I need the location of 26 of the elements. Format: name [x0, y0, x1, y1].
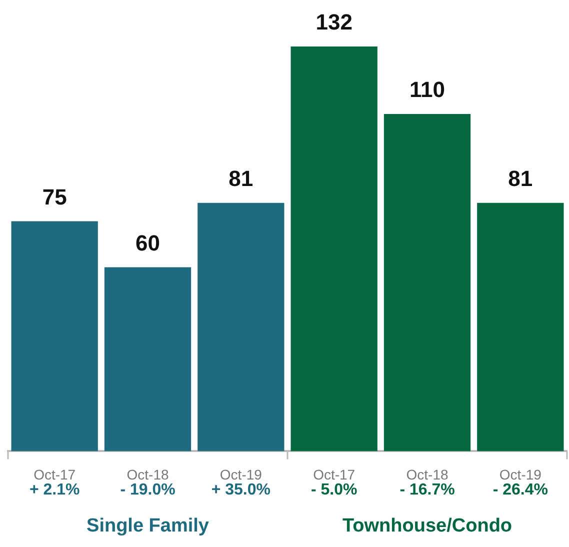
data-label: 132	[316, 10, 352, 35]
data-label: 60	[136, 230, 160, 256]
data-label: 75	[42, 184, 67, 210]
text: + 35.0%	[211, 482, 270, 499]
bar	[384, 114, 471, 452]
data-label: 81	[508, 166, 533, 191]
text: - 19.0%	[120, 482, 176, 499]
bar	[198, 202, 284, 452]
data-label: 81	[228, 166, 254, 191]
x-tick-label: Oct-17	[34, 466, 76, 482]
x-tick-label: Oct-17	[313, 466, 356, 482]
bar	[11, 221, 98, 452]
data-label: 110	[410, 77, 445, 102]
text: - 5.0%	[310, 482, 358, 499]
x-tick-label: Oct-19	[220, 466, 262, 482]
text: + 2.1%	[29, 482, 80, 499]
x-tick-label: Oct-19	[499, 466, 542, 482]
bar	[290, 46, 378, 452]
text: - 26.4%	[492, 482, 548, 499]
x-tick-label: Oct-18	[406, 466, 448, 482]
bar	[477, 202, 564, 452]
text: Townhouse/Condo	[342, 515, 512, 536]
bar	[104, 267, 192, 452]
x-tick-label: Oct-18	[126, 466, 169, 482]
text: Single Family	[86, 515, 210, 536]
text: - 16.7%	[400, 482, 455, 499]
